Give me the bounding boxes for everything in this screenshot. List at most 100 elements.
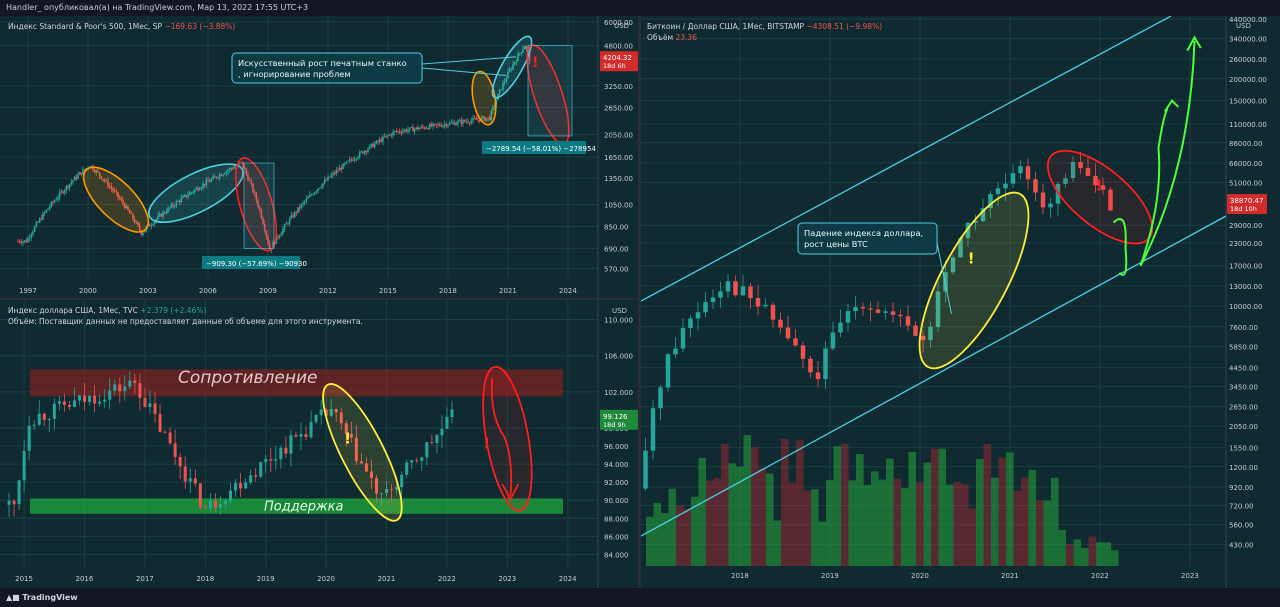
dxy-candle (279, 447, 283, 460)
dxy-candle (304, 434, 308, 438)
btc-volume-bar (968, 508, 977, 566)
spx-candle (128, 209, 131, 214)
btc-volume-bar (901, 488, 909, 566)
btc-volume-bar (788, 482, 797, 566)
spx-candle (68, 183, 71, 188)
spx-x-tick: 2012 (319, 287, 337, 295)
dxy-candle (264, 459, 268, 463)
btc-chart-pane[interactable]: 440000.00 340000.00 260000.00 200000.00 1500… (641, 16, 1280, 588)
spx-x-tick: 2009 (259, 287, 277, 295)
dxy-x-tick: 2021 (378, 575, 396, 583)
spx-candle (405, 129, 408, 132)
spx-candle (303, 201, 306, 203)
btc-candle (1108, 189, 1113, 211)
spx-exclamation-mark: ! (532, 55, 538, 71)
spx-symbol: Индекс Standard & Poor's 500, 1Мес, SP (8, 22, 163, 31)
btc-y-tick: 430.00 (1229, 542, 1254, 550)
btc-volume-bar (1006, 452, 1014, 566)
spx-candle (198, 189, 201, 191)
spx-candle (413, 128, 416, 132)
spx-candle (42, 213, 44, 220)
spx-candle (363, 150, 366, 154)
btc-candle (988, 194, 993, 209)
dxy-candle (17, 480, 21, 505)
spx-candle (465, 121, 468, 123)
btc-candle (1078, 161, 1083, 169)
spx-candle (282, 228, 284, 234)
btc-volume-bar (1073, 539, 1082, 566)
spx-candle (148, 224, 151, 227)
btc-candle (815, 372, 821, 380)
spx-candle (407, 129, 409, 132)
dxy-title: Индекс доллара США, 1Мес, TVC +2.379 (+2… (8, 306, 206, 315)
spx-candle (375, 140, 378, 144)
btc-yellow-ellipse (918, 191, 1030, 370)
spx-candle (402, 131, 404, 133)
spx-y-tick: 690.00 (604, 245, 629, 253)
spx-candle (467, 121, 469, 123)
dxy-candle (319, 409, 323, 415)
dxy-price-countdown: 18d 9h (603, 421, 626, 429)
spx-candle (385, 135, 388, 137)
dxy-candle (42, 413, 46, 420)
spx-candle (318, 187, 321, 189)
btc-candle (853, 307, 858, 312)
spx-candle (65, 186, 68, 191)
spx-candle (55, 199, 58, 201)
spx-candle (62, 191, 64, 193)
spx-candle (53, 200, 56, 203)
dxy-candle (395, 487, 399, 490)
btc-candle (1003, 183, 1008, 189)
dxy-candle (52, 403, 56, 419)
spx-candle (362, 151, 364, 154)
spx-candle (297, 207, 299, 213)
spx-candle (167, 207, 169, 213)
dxy-candle (405, 462, 409, 475)
dxy-red-exclamation: ! (483, 435, 490, 453)
dxy-candle (435, 435, 439, 443)
btc-candle (1070, 161, 1076, 179)
spx-candle (98, 172, 101, 176)
spx-candle (323, 180, 326, 184)
dxy-candle (183, 466, 187, 482)
btc-price-value: 38870.47 (1230, 197, 1263, 205)
btc-currency: USD (1236, 22, 1251, 30)
spx-candle (390, 134, 393, 136)
btc-volume-bar (946, 484, 954, 566)
btc-volume-bar (1043, 500, 1052, 566)
spx-candle (137, 222, 139, 226)
spx-candle (482, 116, 484, 118)
spx-candle (475, 118, 478, 120)
btc-volume-bar (1088, 536, 1097, 566)
spx-chart-pane[interactable]: 6000.00 4800.00 3250.00 2650.00 2050.00 1650.… (0, 16, 638, 298)
btc-candle (965, 222, 971, 239)
spx-candle (175, 201, 178, 206)
spx-candle (102, 178, 104, 180)
tradingview-logo-icon: ▲■ (6, 593, 20, 602)
dxy-y-tick: 94.000 (604, 461, 629, 469)
dxy-chart-pane[interactable]: Сопротивление Поддержка 110.000 106.000 102.… (0, 300, 638, 588)
spx-x-tick: 1997 (19, 287, 37, 295)
spx-candle (33, 226, 36, 232)
spx-y-tick: 2050.00 (604, 131, 633, 139)
btc-green-arrow-long (1139, 40, 1196, 267)
spx-candle (47, 208, 49, 210)
spx-candle (245, 169, 248, 174)
spx-candle (138, 225, 141, 231)
spx-x-tick: 2000 (79, 287, 97, 295)
btc-volume-bar (1028, 469, 1037, 566)
pane-divider-horizontal[interactable] (0, 298, 638, 300)
dxy-candle (309, 421, 313, 438)
dxy-candle (299, 434, 303, 437)
spx-candle (93, 170, 96, 173)
pane-divider-vertical[interactable] (638, 16, 641, 588)
spx-candle (223, 173, 226, 175)
spx-candle (168, 207, 171, 209)
spx-price-countdown: 18d 6h (603, 62, 626, 70)
spx-callout-pointer (421, 56, 517, 65)
btc-candle (680, 328, 686, 349)
spx-candle (272, 242, 274, 249)
btc-volume-bar (931, 448, 939, 566)
spx-candle (178, 201, 181, 203)
btc-y-tick: 86000.00 (1229, 140, 1262, 148)
